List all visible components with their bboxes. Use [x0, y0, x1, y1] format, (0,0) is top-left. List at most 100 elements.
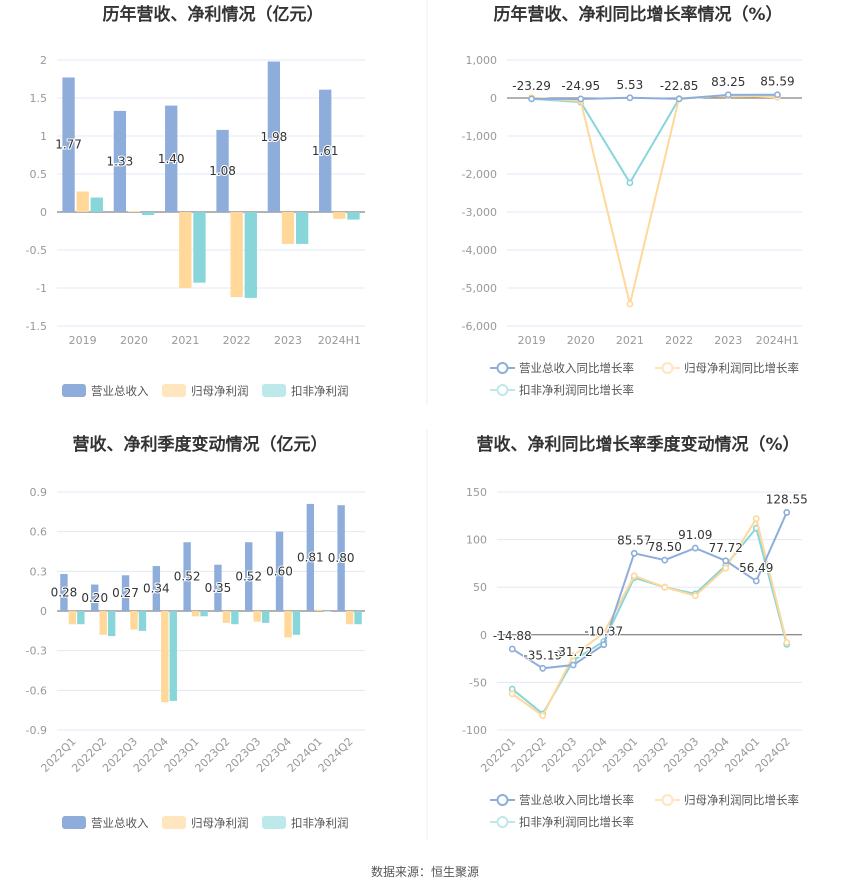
- bar-net-profit: [161, 611, 169, 703]
- line-data-label: -22.85: [660, 79, 699, 93]
- data-point: [752, 577, 760, 585]
- data-point: [675, 95, 683, 103]
- legend-swatch: [62, 384, 86, 397]
- legend-item-revenue-growth[interactable]: 营业总收入同比增长率: [490, 361, 634, 375]
- data-point: [630, 572, 638, 580]
- legend-swatch: [262, 384, 286, 397]
- line-data-label: -23.29: [512, 79, 551, 93]
- bar-data-label: 0.28: [51, 585, 78, 599]
- bar-net-profit: [222, 611, 231, 623]
- line-data-label: -10.37: [584, 625, 623, 639]
- legend-label: 扣非净利润同比增长率: [519, 815, 634, 829]
- bar-net-profit: [99, 611, 107, 635]
- data-point: [539, 712, 547, 720]
- legend-label: 营业总收入: [91, 384, 149, 398]
- legend-item-net-profit-growth[interactable]: 归母净利润同比增长率: [655, 793, 799, 807]
- bar-deducted-profit: [77, 611, 85, 625]
- legend-item-revenue[interactable]: 营业总收入: [62, 384, 149, 398]
- bar-deducted-profit: [295, 212, 309, 244]
- y-tick-label: 2: [40, 54, 47, 67]
- bar-deducted-profit: [169, 611, 177, 701]
- data-point: [722, 564, 730, 572]
- legend-item-deducted-profit[interactable]: 扣非净利润: [262, 384, 349, 398]
- chart-title: 营收、净利季度变动情况（亿元）: [73, 434, 328, 455]
- data-point: [691, 544, 699, 552]
- data-point: [626, 94, 634, 102]
- bar-deducted-profit: [354, 611, 362, 625]
- bar-net-profit: [281, 212, 295, 244]
- x-tick-label: 2022: [665, 334, 693, 347]
- series-line-net-profit-growth: [531, 94, 778, 305]
- bar-revenue: [245, 542, 253, 611]
- bar-data-label: 0.35: [205, 581, 232, 595]
- bar-net-profit: [127, 211, 141, 212]
- bar-revenue: [91, 584, 99, 611]
- line-data-label: 85.59: [760, 75, 794, 89]
- legend-item-deducted-profit[interactable]: 扣非净利润: [262, 816, 349, 830]
- data-point: [783, 509, 791, 516]
- data-point: [626, 179, 634, 187]
- line-data-label: -14.88: [493, 629, 532, 643]
- line-data-label: 91.09: [678, 528, 712, 542]
- bar-revenue: [152, 566, 161, 611]
- data-point: [724, 91, 732, 99]
- bar-revenue: [214, 564, 222, 611]
- bar-data-label: 1.40: [158, 152, 185, 166]
- line-data-label: -31.72: [554, 645, 593, 659]
- bar-net-profit: [130, 611, 138, 630]
- bar-revenue: [267, 61, 281, 212]
- data-point: [600, 629, 608, 637]
- data-point: [722, 557, 730, 565]
- legend-circle-icon: [496, 362, 509, 374]
- data-point: [569, 652, 577, 660]
- line-data-label: 85.57: [617, 533, 651, 547]
- legend-label: 归母净利润: [191, 816, 249, 830]
- legend-item-revenue[interactable]: 营业总收入: [62, 816, 149, 830]
- chart-title: 历年营收、净利同比增长率情况（%）: [493, 4, 782, 25]
- legend-circle-icon: [661, 794, 674, 806]
- chart-4: 营收、净利同比增长率季度变动情况（%）150100500-50-1002022Q…: [462, 434, 809, 829]
- y-tick-label: -5,000: [462, 282, 497, 295]
- line-data-label: -35.19: [523, 648, 562, 662]
- data-point: [661, 556, 669, 564]
- bar-revenue: [183, 542, 191, 611]
- data-point: [783, 639, 791, 646]
- bar-data-label: 1.33: [107, 154, 134, 168]
- series-line-revenue-growth: [531, 93, 778, 100]
- legend-label: 扣非净利润: [291, 384, 349, 398]
- bar-data-label: 0.80: [328, 551, 355, 565]
- bar-deducted-profit: [107, 611, 116, 637]
- legend-item-deducted-profit-growth[interactable]: 扣非净利润同比增长率: [490, 815, 634, 829]
- legend-item-net-profit-growth[interactable]: 归母净利润同比增长率: [655, 361, 799, 375]
- data-point: [600, 641, 608, 649]
- x-tick-label: 2021: [171, 334, 199, 347]
- bar-deducted-profit: [193, 212, 206, 283]
- bar-deducted-profit: [244, 212, 257, 298]
- legend-label: 归母净利润: [191, 384, 249, 398]
- data-point: [774, 91, 781, 99]
- bar-net-profit: [284, 611, 292, 638]
- y-tick-label: 100: [466, 534, 487, 547]
- bar-deducted-profit: [231, 611, 239, 625]
- y-tick-label: 150: [466, 486, 487, 499]
- y-tick-label: 0: [40, 206, 47, 219]
- bar-net-profit: [76, 191, 89, 212]
- y-tick-label: -1,000: [462, 130, 497, 143]
- data-point: [569, 661, 577, 669]
- line-data-label: 83.25: [711, 75, 745, 89]
- bar-deducted-profit: [323, 611, 331, 612]
- data-point: [626, 300, 634, 308]
- legend-item-revenue-growth[interactable]: 营业总收入同比增长率: [490, 793, 634, 807]
- bar-deducted-profit: [141, 212, 155, 216]
- legend-item-deducted-profit-growth[interactable]: 扣非净利润同比增长率: [490, 383, 634, 397]
- legend-item-net-profit[interactable]: 归母净利润: [162, 816, 249, 830]
- data-point: [508, 690, 516, 698]
- legend-item-net-profit[interactable]: 归母净利润: [162, 384, 249, 398]
- y-tick-label: 0: [40, 605, 47, 618]
- bar-deducted-profit: [347, 212, 360, 220]
- bar-deducted-profit: [200, 611, 208, 617]
- legend-swatch: [262, 816, 286, 829]
- legend-swatch: [162, 384, 186, 397]
- chart-title: 营收、净利同比增长率季度变动情况（%）: [476, 434, 799, 455]
